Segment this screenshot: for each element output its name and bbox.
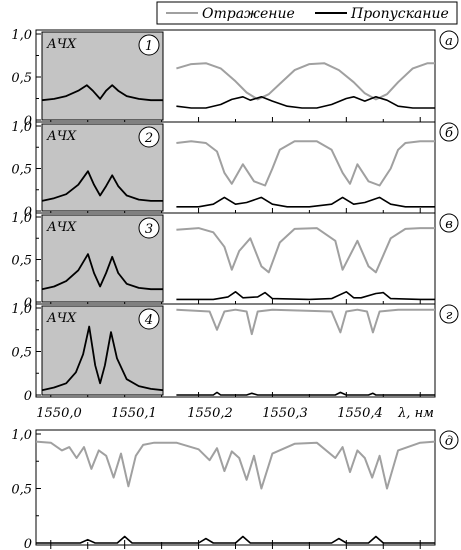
y-tick-label: 0,5 xyxy=(11,254,32,269)
panel-frame xyxy=(35,429,436,546)
inset-number: 2 xyxy=(144,131,153,146)
panel-label-circle xyxy=(439,304,459,324)
panel-label: а xyxy=(445,34,453,49)
reflection-line xyxy=(176,227,435,274)
inset-number: 1 xyxy=(145,39,153,54)
inset-label: АЧХ xyxy=(46,311,77,326)
inset-afc-line xyxy=(41,84,163,102)
y-tick-label: 1,0 xyxy=(11,428,32,443)
transmission-line xyxy=(176,391,435,396)
panel-г: 0 0,5 1,0 г АЧХ 4 xyxy=(11,302,459,404)
y-tick-label: 0,5 xyxy=(11,346,32,361)
panel-label: в xyxy=(445,217,453,232)
inset-afc: АЧХ 1 xyxy=(41,31,164,121)
y-tick-label: 0,5 xyxy=(11,163,32,178)
inset-number-circle xyxy=(138,217,160,239)
panel-label: г xyxy=(446,308,453,323)
inset-number: 3 xyxy=(145,222,153,237)
y-tick-label: 0 xyxy=(24,389,32,404)
panel-б: 0 0,5 1,0 б АЧХ 2 xyxy=(11,120,459,220)
inset-afc-line xyxy=(41,170,163,202)
y-tick-label: 0,5 xyxy=(11,71,32,86)
y-tick-label: 1,0 xyxy=(11,211,32,226)
x-tick-label: 1550,1 xyxy=(111,406,157,421)
x-axis-label: λ, нм xyxy=(397,406,434,421)
transmission-line xyxy=(36,535,435,544)
inset-label: АЧХ xyxy=(46,129,77,144)
legend: Отражение Пропускание xyxy=(156,1,458,25)
panel-д: 0 0,5 1,0 д xyxy=(11,428,459,550)
inset-afc-line xyxy=(41,253,163,291)
x-axis: 1550,0 1550,1 1550,2 1550,3 1550,4 λ, нм xyxy=(36,406,434,421)
x-tick-label: 1550,2 xyxy=(187,406,233,421)
y-tick-label: 1,0 xyxy=(11,28,32,43)
y-tick-label: 0 xyxy=(24,296,32,311)
inset-number-circle xyxy=(138,308,160,330)
y-tick-label: 0 xyxy=(24,114,32,129)
reflection-line xyxy=(176,140,435,187)
inset-background xyxy=(41,31,164,121)
x-tick-label: 1550,3 xyxy=(262,406,308,421)
y-tick-label: 0 xyxy=(24,537,32,550)
inset-number-circle xyxy=(138,34,160,56)
panel-label-circle xyxy=(439,213,459,233)
panel-label: б xyxy=(445,126,453,141)
y-tick-label: 1,0 xyxy=(11,302,32,317)
legend-transmission-label: Пропускание xyxy=(350,6,449,22)
legend-box xyxy=(156,1,458,25)
inset-number-circle xyxy=(138,126,160,148)
transmission-line xyxy=(176,290,435,301)
y-tick-label: 0 xyxy=(24,205,32,220)
panel-в: 0 0,5 1,0 в АЧХ 3 xyxy=(11,211,459,311)
reflection-line xyxy=(176,62,435,101)
inset-afc-line xyxy=(41,325,164,392)
transmission-line xyxy=(176,196,435,208)
reflection-line xyxy=(176,308,435,336)
reflection-line xyxy=(35,440,436,490)
inset-afc: АЧХ 4 xyxy=(41,305,164,396)
panel-label-circle xyxy=(439,30,459,50)
panel-label: д xyxy=(445,434,453,449)
transmission-line xyxy=(176,96,435,109)
legend-reflection-label: Отражение xyxy=(202,6,295,22)
y-tick-label: 0,5 xyxy=(11,483,32,498)
inset-afc: АЧХ 3 xyxy=(41,214,164,303)
inset-label: АЧХ xyxy=(46,37,77,52)
y-tick-label: 1,0 xyxy=(11,120,32,135)
inset-number: 4 xyxy=(144,313,153,328)
inset-afc: АЧХ 2 xyxy=(41,123,164,212)
x-tick-label: 1550,0 xyxy=(36,406,82,421)
panel-а: 0 0,5 1,0 а АЧХ 1 xyxy=(11,28,459,129)
x-tick-label: 1550,4 xyxy=(337,406,383,421)
panel-label-circle xyxy=(439,122,459,142)
inset-label: АЧХ xyxy=(46,220,77,235)
panel-label-circle xyxy=(439,430,459,450)
